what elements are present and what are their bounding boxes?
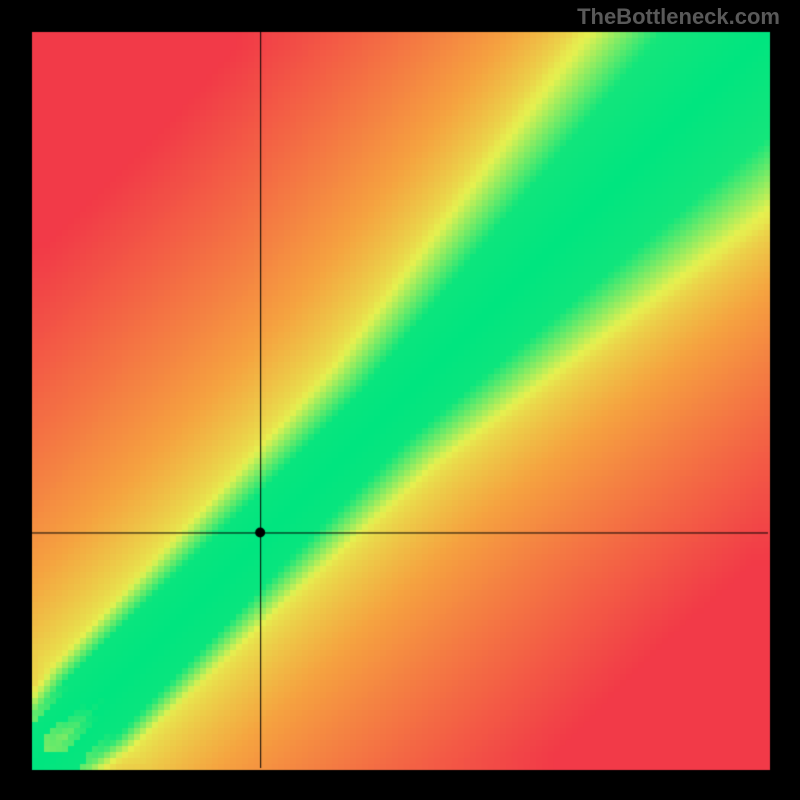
watermark-text: TheBottleneck.com [577,4,780,30]
bottleneck-heatmap [0,0,800,800]
